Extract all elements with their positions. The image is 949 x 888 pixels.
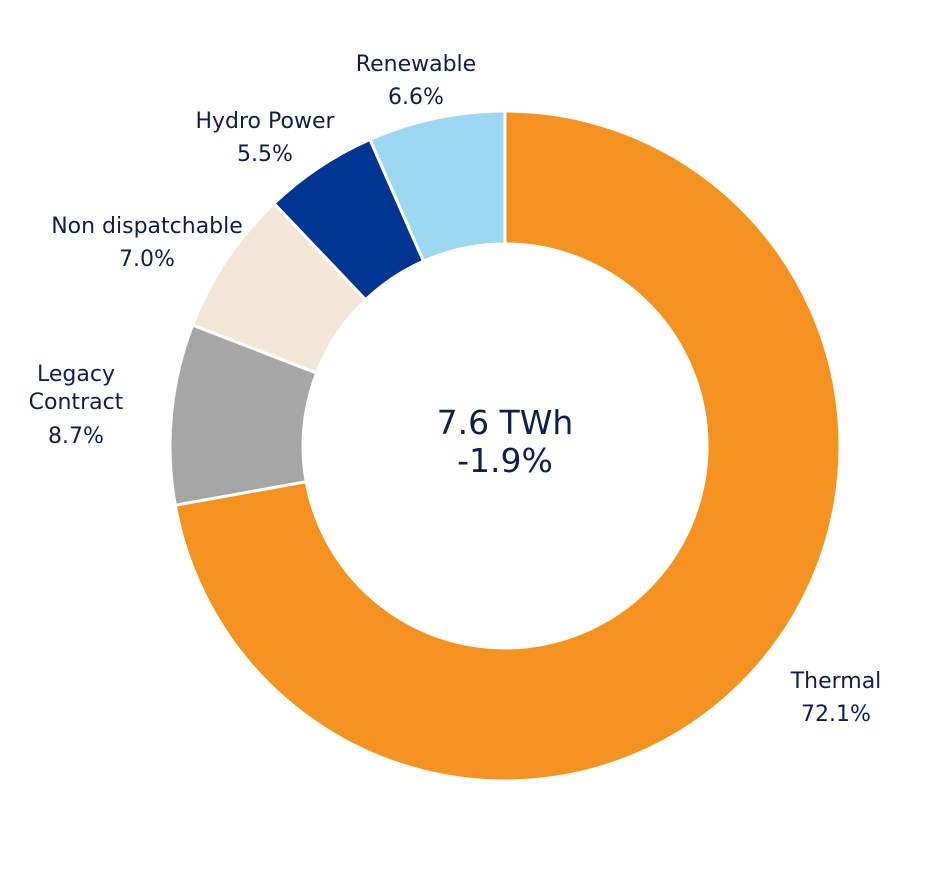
- donut-slices: [168, 109, 842, 783]
- slice-value-label: 72.1%: [801, 702, 871, 727]
- slice-name-label: Legacy: [37, 362, 115, 387]
- slice-name-label: Renewable: [356, 52, 476, 77]
- slice-thermal: [173, 109, 842, 783]
- slice-name-label: Thermal: [790, 669, 882, 694]
- slice-name-label: Hydro Power: [195, 109, 335, 134]
- slice-name-label: Non dispatchable: [51, 214, 243, 239]
- slice-labels: Thermal 72.1% Legacy Contract 8.7% Non dispat…: [29, 52, 882, 727]
- center-change-label: -1.9%: [457, 441, 553, 480]
- slice-value-label: 6.6%: [388, 85, 444, 110]
- slice-value-label: 5.5%: [237, 142, 293, 167]
- slice-name-label: Contract: [29, 390, 124, 415]
- center-total-label: 7.6 TWh: [437, 403, 574, 442]
- slice-renewable: [367, 109, 507, 264]
- slice-value-label: 8.7%: [48, 424, 104, 449]
- slice-value-label: 7.0%: [119, 247, 175, 272]
